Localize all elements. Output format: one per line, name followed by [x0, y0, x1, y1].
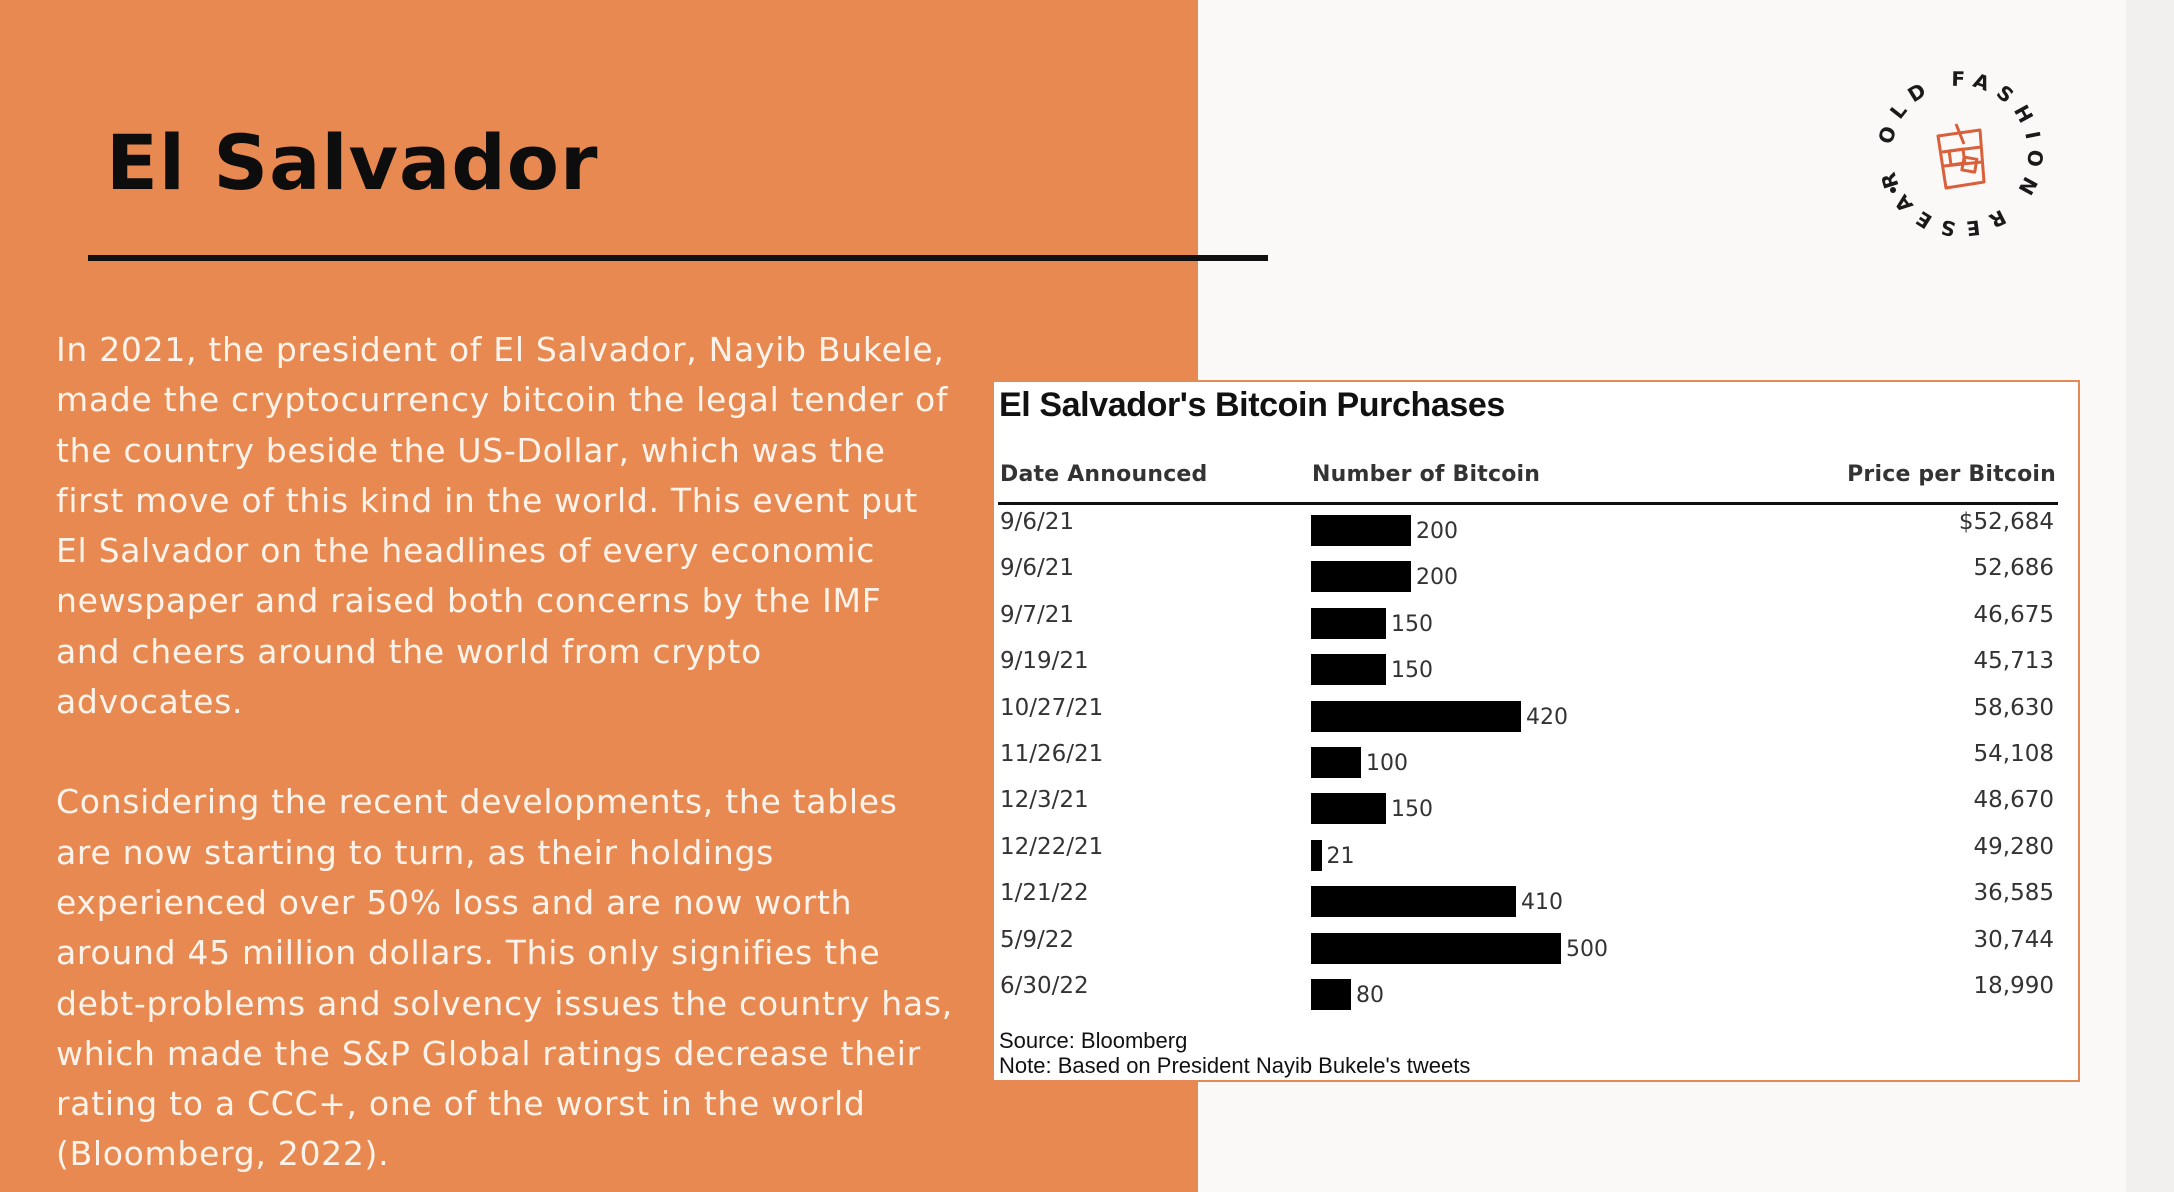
table-row: 9/6/21 200 52,686 [994, 551, 2078, 597]
table-row: 11/26/21 100 54,108 [994, 737, 2078, 783]
chart-note: Note: Based on President Nayib Bukele's … [999, 1053, 1471, 1078]
table-row: 1/21/22 410 36,585 [994, 876, 2078, 922]
bar-value-label: 500 [1566, 936, 1608, 962]
old-fashion-research-logo: OLD FASHION RESEARCH [1860, 54, 2048, 242]
table-row: 6/30/22 80 18,990 [994, 969, 2078, 1015]
logo-text: OLD FASHION RESEARCH [1860, 54, 2039, 242]
bar-value-label: 21 [1326, 843, 1355, 869]
body-text: In 2021, the president of El Salvador, N… [56, 325, 956, 1192]
bar-value-label: 200 [1416, 519, 1458, 544]
date-cell: 9/6/21 [1000, 509, 1075, 535]
price-cell: 45,713 [1973, 648, 2054, 675]
bitcoin-bar [1311, 607, 1386, 639]
bar-value-label: 80 [1356, 983, 1384, 1008]
date-cell: 12/3/21 [1000, 787, 1089, 814]
bitcoin-bar [1311, 839, 1322, 871]
price-cell: 48,670 [1973, 787, 2054, 814]
price-cell: 52,686 [1973, 555, 2054, 582]
price-cell: $52,684 [1958, 509, 2054, 535]
price-cell: 36,585 [1973, 880, 2054, 907]
date-cell: 10/27/21 [1000, 694, 1104, 721]
glass-icon [1936, 123, 1986, 190]
column-header-price: Price per Bitcoin [1847, 462, 2056, 487]
price-cell: 49,280 [1973, 833, 2054, 860]
table-row: 12/3/21 150 48,670 [994, 783, 2078, 829]
date-cell: 9/7/21 [1000, 601, 1075, 628]
date-cell: 11/26/21 [1000, 741, 1104, 767]
price-cell: 58,630 [1973, 694, 2054, 721]
bitcoin-bar [1311, 793, 1386, 825]
bar-value-label: 100 [1366, 751, 1408, 776]
price-cell: 30,744 [1973, 926, 2054, 953]
chart-source: Source: Bloomberg [999, 1028, 1188, 1053]
table-row: 9/6/21 200 $52,684 [994, 505, 2078, 551]
paragraph-1: In 2021, the president of El Salvador, N… [56, 330, 949, 722]
header-rule [998, 502, 2058, 505]
date-cell: 9/19/21 [1000, 648, 1089, 675]
table-row: 9/7/21 150 46,675 [994, 598, 2078, 644]
bitcoin-bar [1311, 561, 1411, 593]
date-cell: 6/30/22 [1000, 973, 1089, 999]
bitcoin-bar [1311, 654, 1386, 686]
paragraph-2: Considering the recent developments, the… [56, 782, 953, 1174]
date-cell: 1/21/22 [1000, 880, 1089, 907]
table-row: 10/27/21 420 58,630 [994, 691, 2078, 737]
bar-value-label: 150 [1391, 658, 1433, 684]
right-edge-strip [2126, 0, 2174, 1192]
date-cell: 12/22/21 [1000, 833, 1104, 860]
bitcoin-bar [1311, 515, 1411, 546]
date-cell: 9/6/21 [1000, 555, 1075, 582]
price-cell: 46,675 [1973, 601, 2054, 628]
bitcoin-bar [1311, 747, 1361, 778]
price-cell: 54,108 [1973, 741, 2054, 767]
bar-value-label: 150 [1391, 797, 1433, 823]
svg-text:OLD FASHION RESEARCH: OLD FASHION RESEARCH [1860, 54, 2048, 242]
bar-value-label: 420 [1526, 704, 1568, 730]
column-header-number: Number of Bitcoin [1312, 462, 1541, 487]
bitcoin-purchases-chart: El Salvador's Bitcoin Purchases Date Ann… [992, 380, 2080, 1082]
bitcoin-bar [1311, 886, 1516, 918]
bar-value-label: 150 [1391, 611, 1433, 637]
bitcoin-bar [1311, 700, 1521, 732]
column-header-date: Date Announced [1000, 462, 1208, 487]
table-row: 9/19/21 150 45,713 [994, 644, 2078, 690]
bitcoin-bar [1311, 932, 1561, 964]
bar-value-label: 200 [1416, 565, 1458, 591]
table-row: 12/22/21 21 49,280 [994, 830, 2078, 876]
chart-title: El Salvador's Bitcoin Purchases [999, 386, 1505, 424]
bar-value-label: 410 [1521, 890, 1563, 916]
page-title: El Salvador [106, 118, 599, 207]
date-cell: 5/9/22 [1000, 926, 1075, 953]
price-cell: 18,990 [1973, 973, 2054, 999]
title-divider [88, 255, 1268, 261]
bitcoin-bar [1311, 979, 1351, 1010]
table-row: 5/9/22 500 30,744 [994, 923, 2078, 969]
